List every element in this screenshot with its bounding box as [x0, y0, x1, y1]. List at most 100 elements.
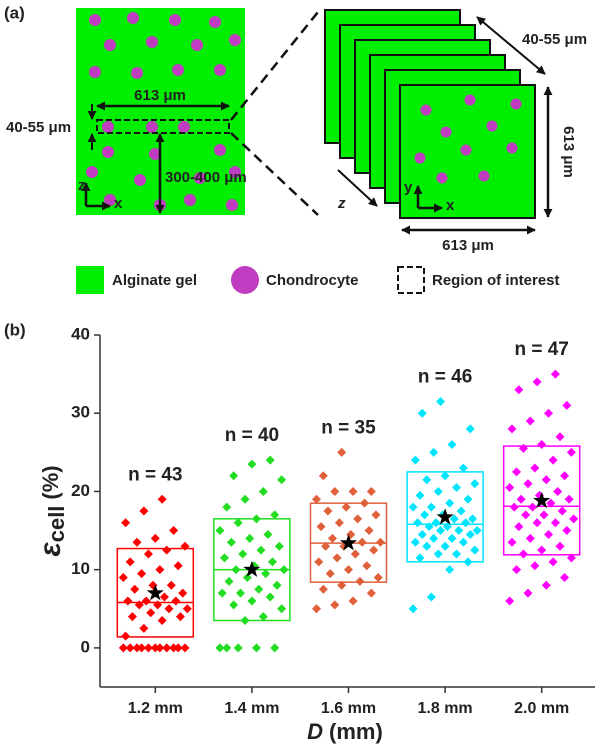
- data-point: [452, 549, 462, 559]
- axis-label: y: [404, 179, 413, 196]
- data-point: [566, 447, 576, 457]
- data-point: [410, 455, 420, 465]
- data-point: [321, 541, 331, 551]
- data-point: [247, 459, 257, 469]
- slice-stack: [324, 9, 536, 219]
- data-point: [463, 557, 473, 567]
- data-point: [456, 506, 466, 516]
- data-point: [155, 643, 165, 653]
- data-point: [528, 502, 538, 512]
- data-point: [525, 416, 535, 426]
- data-point: [312, 604, 321, 614]
- y-symbol: ε: [34, 542, 67, 557]
- data-point: [369, 545, 379, 555]
- zoom-line: [230, 132, 319, 216]
- cell-dot: [440, 126, 452, 138]
- data-point: [447, 533, 457, 543]
- cell-dot: [420, 104, 432, 116]
- data-point: [123, 596, 133, 606]
- plot-area: 0 10 20 30 40 1.2 mm n = 43 1.4 mm n = 40 1.6 mm n…: [71, 324, 595, 717]
- data-point: [366, 486, 376, 496]
- cell-dot: [134, 174, 146, 186]
- data-point: [175, 612, 185, 622]
- data-point: [270, 643, 280, 653]
- cell-dots: [414, 94, 522, 184]
- data-point: [553, 486, 563, 496]
- legend-label: Alginate gel: [112, 272, 197, 289]
- data-point: [169, 643, 179, 653]
- cell-dot: [464, 94, 476, 106]
- data-point: [217, 588, 227, 598]
- data-point: [139, 623, 149, 633]
- data-point: [532, 377, 542, 387]
- data-point: [362, 561, 372, 571]
- cell-dot: [104, 39, 116, 51]
- cell-dot: [478, 170, 490, 182]
- data-point: [231, 565, 241, 575]
- data-point: [118, 643, 128, 653]
- data-point: [426, 592, 436, 602]
- n-label: n = 46: [418, 367, 472, 388]
- cell-dot: [89, 66, 101, 78]
- data-point: [436, 526, 446, 536]
- data-point: [566, 553, 576, 563]
- data-point: [509, 502, 519, 512]
- roi-thickness-label: 40-55 μm: [6, 119, 71, 136]
- data-point: [544, 408, 554, 418]
- data-point: [429, 447, 439, 457]
- data-point: [171, 596, 181, 606]
- data-point: [442, 522, 452, 532]
- y-subscript: cell: [44, 506, 69, 543]
- data-point: [233, 518, 243, 528]
- data-point: [229, 600, 239, 610]
- data-point: [254, 584, 264, 594]
- data-point: [164, 604, 174, 614]
- cell-dot: [127, 12, 139, 24]
- data-point: [505, 596, 515, 606]
- data-point: [417, 529, 427, 539]
- data-point: [408, 502, 418, 512]
- data-point: [371, 510, 381, 520]
- data-point: [521, 510, 531, 520]
- data-point: [328, 533, 337, 543]
- data-point: [376, 537, 385, 547]
- data-point: [235, 588, 245, 598]
- data-point: [178, 588, 188, 598]
- data-point: [314, 557, 324, 567]
- data-point: [337, 447, 347, 457]
- data-point: [132, 643, 142, 653]
- legend-label: Chondrocyte: [266, 272, 359, 289]
- data-point: [134, 600, 144, 610]
- mean-star: [146, 584, 164, 601]
- axis-label: x: [446, 197, 455, 214]
- data-point: [512, 565, 522, 575]
- data-point: [348, 486, 358, 496]
- x-tick-label: 1.4 mm: [224, 700, 279, 717]
- data-point: [548, 455, 558, 465]
- data-point: [505, 483, 515, 493]
- data-point: [424, 522, 434, 532]
- y-tick-label: 40: [71, 324, 90, 343]
- mean-star: [339, 534, 358, 551]
- cell-dot: [146, 121, 158, 133]
- stack-height-label: 613 μm: [560, 126, 577, 178]
- data-point: [537, 545, 547, 555]
- data-point: [238, 549, 248, 559]
- data-point: [127, 612, 137, 622]
- data-point: [267, 557, 277, 567]
- data-point: [557, 506, 567, 516]
- data-point: [523, 479, 533, 489]
- cell-dot: [414, 152, 426, 164]
- data-point: [265, 592, 275, 602]
- cell-dot: [510, 98, 522, 110]
- mean-star: [533, 491, 551, 509]
- cell-dot: [194, 172, 206, 184]
- data-point: [224, 576, 234, 586]
- data-point: [518, 443, 528, 453]
- cell-dot: [178, 121, 190, 133]
- data-point: [465, 424, 475, 434]
- cell-dot: [169, 14, 181, 26]
- axis-label: z: [337, 195, 346, 212]
- n-label: n = 43: [128, 464, 182, 485]
- data-point: [410, 537, 420, 547]
